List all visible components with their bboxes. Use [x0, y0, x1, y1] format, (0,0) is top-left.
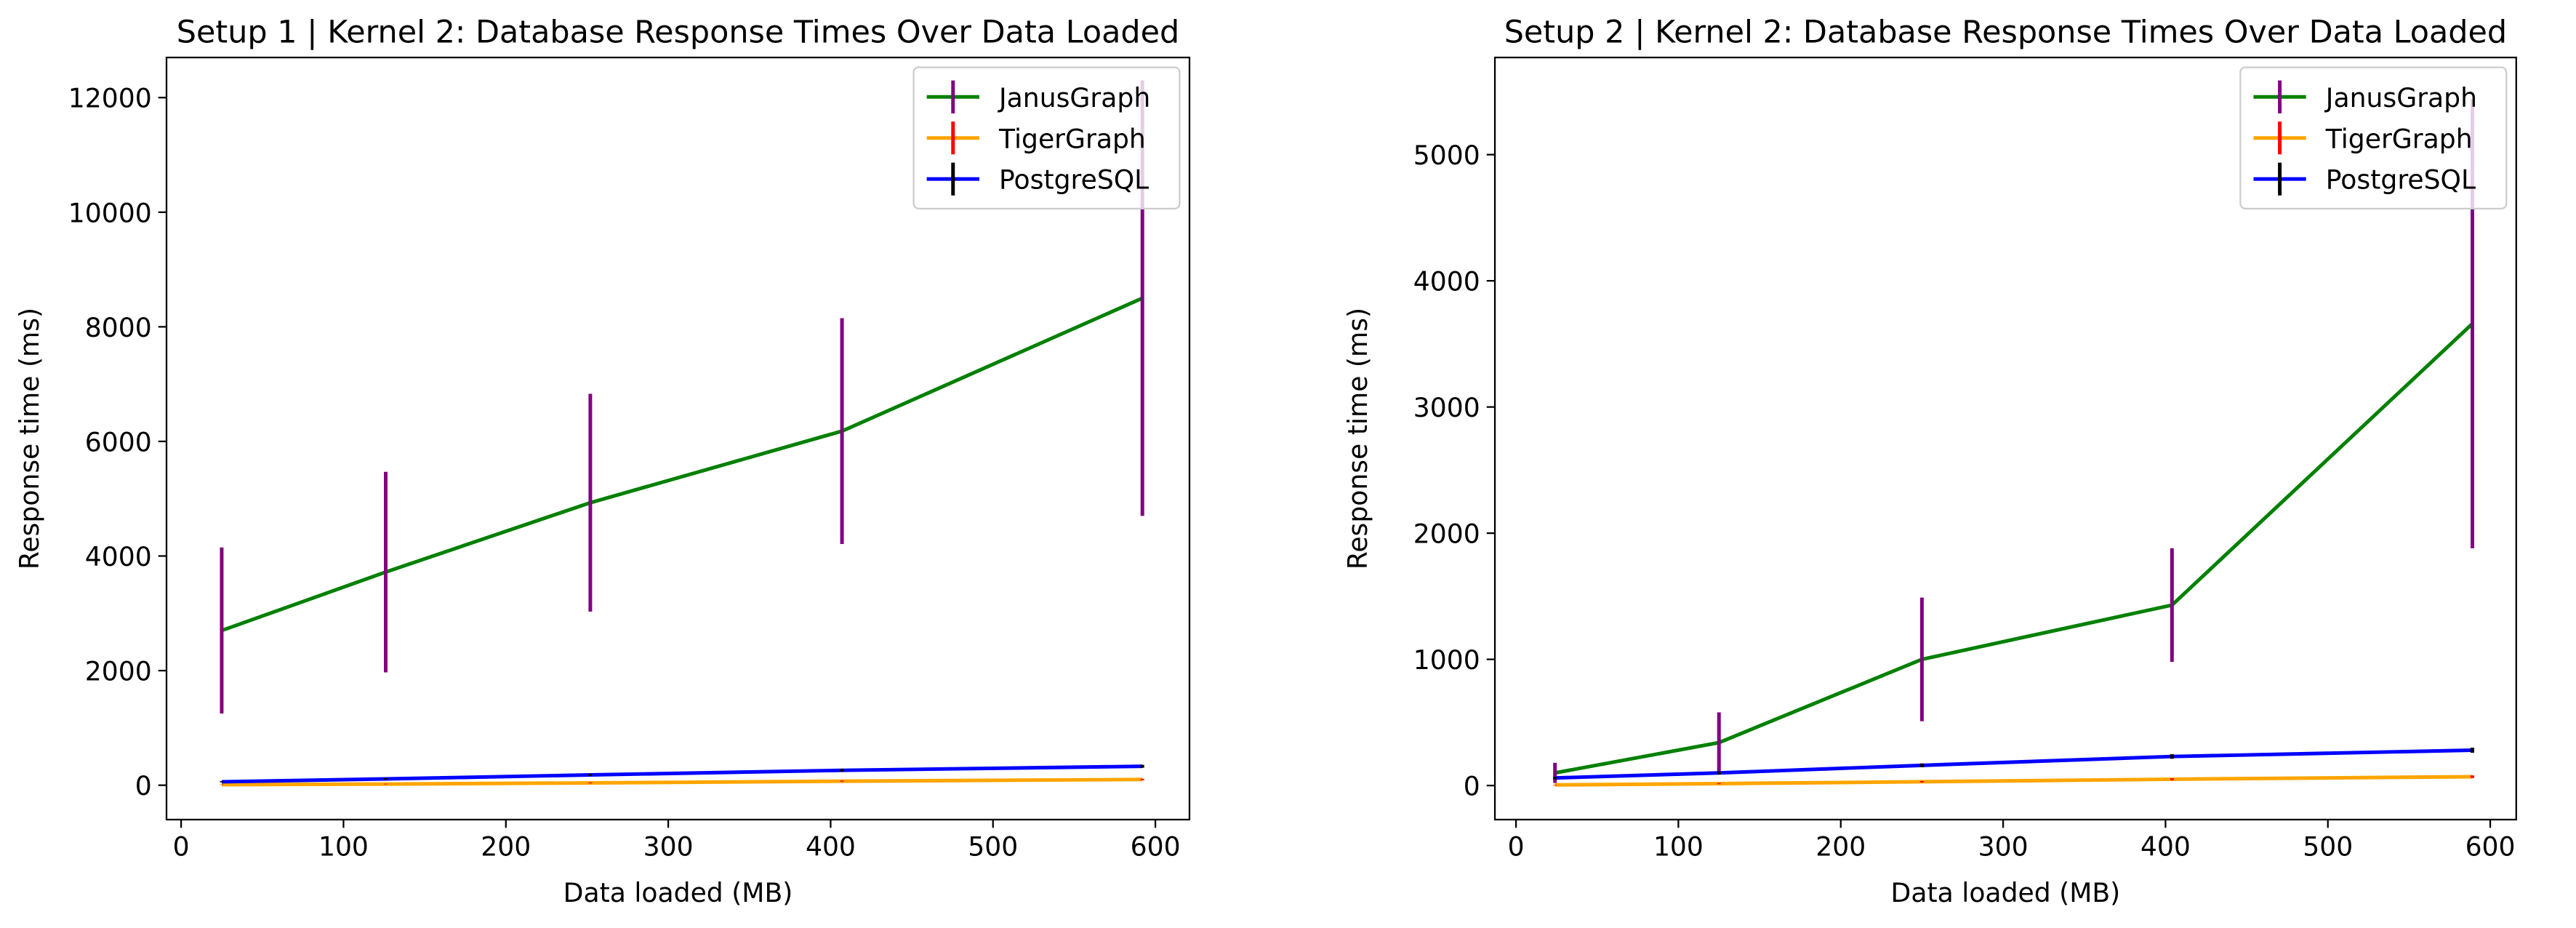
legend-label: PostgreSQL [2326, 164, 2476, 196]
chart-title: Setup 1 | Kernel 2: Database Response Ti… [177, 15, 1179, 51]
y-axis-label: Response time (ms) [1342, 308, 1373, 569]
y-tick-label: 1000 [1413, 644, 1480, 676]
x-tick-label: 300 [1978, 831, 2029, 863]
y-tick-label: 2000 [85, 656, 152, 687]
y-axis-label: Response time (ms) [14, 308, 45, 569]
x-axis-label: Data loaded (MB) [1891, 877, 2121, 908]
x-tick-label: 500 [2303, 831, 2353, 863]
x-axis-label: Data loaded (MB) [563, 877, 793, 908]
y-tick-label: 10000 [68, 197, 152, 228]
x-tick-label: 200 [481, 831, 531, 863]
y-tick-label: 0 [135, 770, 152, 801]
y-tick-label: 4000 [1413, 266, 1480, 297]
series-line [1554, 322, 2474, 775]
plot-area [220, 80, 1144, 787]
x-tick-label: 600 [2465, 831, 2516, 863]
x-tick-label: 100 [1653, 831, 1704, 863]
axes-frame [165, 56, 1191, 821]
y-tick-label: 4000 [85, 541, 152, 572]
x-tick-label: 0 [173, 831, 190, 863]
x-tick-label: 600 [1131, 831, 1181, 863]
legend-label: JanusGraph [998, 82, 1150, 113]
chart-title: Setup 2 | Kernel 2: Database Response Ti… [1504, 15, 2507, 51]
series-line [1554, 748, 2473, 780]
y-tick-label: 6000 [85, 426, 152, 457]
x-tick-label: 400 [806, 831, 856, 863]
y-tick-label: 3000 [1413, 392, 1480, 423]
series-line [221, 296, 1144, 633]
x-tick-label: 500 [968, 831, 1018, 863]
y-tick-label: 8000 [85, 312, 152, 343]
legend-box [912, 66, 1181, 209]
y-tick-label: 5000 [1413, 140, 1480, 171]
x-tick-label: 400 [2140, 831, 2191, 863]
y-tick-label: 12000 [68, 83, 152, 114]
y-tick-label: 2000 [1413, 519, 1480, 550]
x-tick-label: 200 [1815, 831, 1866, 863]
series-line [1554, 775, 2473, 787]
x-tick-label: 300 [643, 831, 694, 863]
legend-label: TigerGraph [998, 123, 1146, 154]
y-tick-label: 0 [1464, 771, 1480, 802]
legend-label: TigerGraph [2325, 123, 2473, 154]
x-tick-label: 100 [318, 831, 369, 863]
legend-box [2239, 66, 2508, 209]
legend-label: PostgreSQL [999, 164, 1149, 196]
legend-label: JanusGraph [2324, 82, 2477, 113]
x-tick-label: 0 [1508, 831, 1525, 863]
axes-frame [1493, 56, 2517, 821]
